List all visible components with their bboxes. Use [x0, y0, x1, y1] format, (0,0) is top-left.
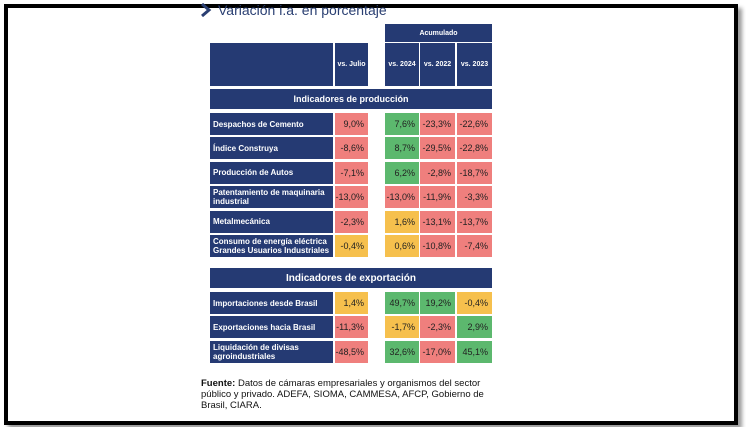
- row-label: Exportaciones hacia Brasil: [210, 316, 333, 339]
- value-cell: 6,2%: [385, 161, 419, 184]
- value-cell: -11,3%: [335, 316, 368, 339]
- value-cell: -8,6%: [335, 137, 368, 160]
- row-label: Despachos de Cemento: [210, 113, 333, 135]
- value-cell: -3,3%: [457, 186, 492, 209]
- value-cell: 45,1%: [457, 340, 492, 363]
- column-header-1: vs. 2024: [385, 43, 419, 86]
- value-cell: -2,3%: [335, 210, 368, 233]
- row-label: Consumo de energía eléctrica Grandes Usu…: [210, 235, 333, 257]
- row-label: Metalmecánica: [210, 210, 333, 233]
- column-header-3: vs. 2023: [457, 43, 492, 86]
- column-header-2: vs. 2022: [420, 43, 455, 86]
- chevron-right-icon: [201, 3, 212, 17]
- value-cell: 7,6%: [385, 113, 419, 135]
- source-note: Fuente: Datos de cámaras empresariales y…: [201, 378, 501, 411]
- value-cell: 19,2%: [420, 292, 455, 314]
- value-cell: 32,6%: [385, 340, 419, 363]
- value-cell: -22,8%: [457, 137, 492, 160]
- acumulado-header: Acumulado: [385, 24, 492, 42]
- value-cell: 9,0%: [335, 113, 368, 135]
- value-cell: 1,4%: [335, 292, 368, 314]
- value-cell: -29,5%: [420, 137, 455, 160]
- source-text: Datos de cámaras empresariales y organis…: [201, 378, 484, 411]
- row-label: Liquidación de divisas agroindustriales: [210, 340, 333, 363]
- row-label: Índice Construya: [210, 137, 333, 160]
- value-cell: -17,0%: [420, 340, 455, 363]
- value-cell: -22,6%: [457, 113, 492, 135]
- column-header-0: vs. Julio: [335, 43, 368, 86]
- value-cell: -10,8%: [420, 235, 455, 257]
- value-cell: -23,3%: [420, 113, 455, 135]
- value-cell: -18,7%: [457, 161, 492, 184]
- value-cell: -2,8%: [420, 161, 455, 184]
- section-header: Indicadores de exportación: [210, 268, 492, 288]
- value-cell: 2,9%: [457, 316, 492, 339]
- row-label: Importaciones desde Brasil: [210, 292, 333, 314]
- value-cell: -11,9%: [420, 186, 455, 209]
- value-cell: -13,0%: [335, 186, 368, 209]
- value-cell: 1,6%: [385, 210, 419, 233]
- source-label: Fuente:: [201, 378, 236, 389]
- value-cell: -7,1%: [335, 161, 368, 184]
- table-title: Variación i.a. en porcentaje: [200, 2, 387, 18]
- document-frame: [4, 4, 738, 425]
- section-header: Indicadores de producción: [210, 89, 492, 109]
- row-label: Patentamiento de maquinaria industrial: [210, 186, 333, 209]
- value-cell: 0,6%: [385, 235, 419, 257]
- value-cell: -1,7%: [385, 316, 419, 339]
- row-label: Producción de Autos: [210, 161, 333, 184]
- title-text: Variación i.a. en porcentaje: [218, 2, 387, 18]
- value-cell: -13,1%: [420, 210, 455, 233]
- value-cell: -7,4%: [457, 235, 492, 257]
- value-cell: -0,4%: [457, 292, 492, 314]
- value-cell: -13,0%: [385, 186, 419, 209]
- value-cell: 49,7%: [385, 292, 419, 314]
- value-cell: -0,4%: [335, 235, 368, 257]
- header-label-blank: [210, 43, 333, 86]
- value-cell: -2,3%: [420, 316, 455, 339]
- value-cell: -48,5%: [335, 340, 368, 363]
- value-cell: 8,7%: [385, 137, 419, 160]
- value-cell: -13,7%: [457, 210, 492, 233]
